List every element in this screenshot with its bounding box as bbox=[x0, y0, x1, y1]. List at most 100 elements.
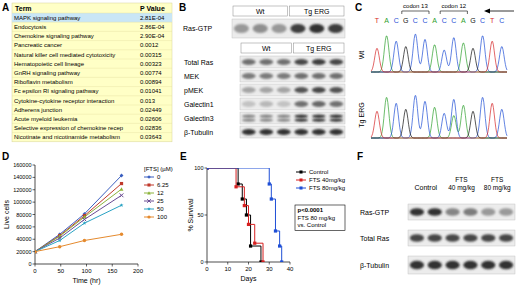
legend-marker bbox=[299, 178, 302, 181]
marker bbox=[207, 168, 209, 170]
codon-bracket bbox=[440, 11, 467, 14]
blot-f-band bbox=[499, 234, 513, 242]
blot-b-band bbox=[312, 73, 326, 79]
group-box bbox=[294, 43, 345, 53]
y-tick bbox=[33, 264, 36, 265]
legend-marker bbox=[147, 183, 150, 186]
x-tick-label: 20 bbox=[245, 266, 252, 272]
blot-label: MEK bbox=[184, 73, 200, 80]
table-cell: GnRH signaling pathway bbox=[14, 70, 80, 76]
blot-b-strip bbox=[240, 84, 345, 96]
marker bbox=[268, 182, 271, 185]
legend-label: 12 bbox=[157, 190, 164, 196]
annotation: vs. Control bbox=[298, 222, 327, 228]
base: C bbox=[451, 17, 456, 24]
y-tick-label: 20000 bbox=[16, 249, 31, 255]
row-line bbox=[12, 95, 172, 96]
legend-label: Control bbox=[309, 169, 328, 175]
base: A bbox=[432, 17, 437, 24]
marker bbox=[120, 174, 124, 178]
x-tick-label: 100 bbox=[81, 268, 92, 274]
blot-b-band bbox=[277, 87, 291, 93]
series-line bbox=[207, 168, 263, 262]
base: A bbox=[384, 17, 389, 24]
group-label: FTS40 mg/kg bbox=[448, 176, 475, 192]
table-cell: Pancreatic cancer bbox=[14, 42, 62, 48]
blot-b-band bbox=[329, 59, 343, 65]
table-cell: 0.02449 bbox=[140, 107, 162, 113]
blot-f-band bbox=[445, 261, 459, 270]
table-cell: 0.0012 bbox=[140, 42, 159, 48]
row-line bbox=[12, 114, 172, 115]
row-line bbox=[12, 68, 172, 69]
blot-f-band bbox=[445, 208, 459, 216]
blot-b-band bbox=[242, 59, 256, 65]
row-line bbox=[12, 105, 172, 106]
row-line bbox=[12, 86, 172, 87]
trace bbox=[371, 47, 507, 72]
ras-gtp-band bbox=[253, 24, 268, 33]
blot-label: Galectin1 bbox=[184, 101, 214, 108]
table-cell: 0.00894 bbox=[140, 79, 162, 85]
panel-label: D bbox=[2, 151, 9, 162]
group-label: Tg ERG bbox=[304, 8, 329, 16]
series-line bbox=[35, 234, 122, 251]
y-tick bbox=[33, 177, 36, 178]
codon-bracket bbox=[402, 11, 429, 14]
marker bbox=[253, 242, 256, 245]
panel-label: A bbox=[2, 2, 9, 13]
legend-marker bbox=[147, 207, 151, 211]
codon-label: codon 13 bbox=[403, 3, 428, 9]
sample-label: Wt bbox=[358, 51, 365, 60]
arrow-head bbox=[484, 9, 490, 14]
marker bbox=[280, 260, 283, 262]
blot-f-band bbox=[481, 208, 495, 216]
blot-b-band bbox=[277, 118, 290, 121]
blot-b-band bbox=[312, 118, 325, 121]
ras-gtp-strip bbox=[232, 19, 345, 38]
y-tick bbox=[33, 189, 36, 190]
marker bbox=[83, 218, 87, 222]
blot-b-band bbox=[242, 118, 255, 121]
base: T bbox=[490, 17, 495, 24]
blot-f-band bbox=[463, 208, 477, 216]
marker bbox=[245, 213, 248, 216]
blot-f-band bbox=[410, 261, 424, 270]
ras-gtp-band bbox=[328, 24, 343, 33]
blot-f-band bbox=[499, 261, 513, 270]
ras-gtp-band bbox=[234, 24, 249, 33]
blot-label: pMEK bbox=[184, 87, 203, 95]
x-tick bbox=[207, 262, 208, 265]
codon-label: codon 12 bbox=[441, 3, 466, 9]
marker bbox=[35, 250, 37, 254]
blot-b-band bbox=[277, 101, 291, 107]
annotation: FTS 80 mg/kg bbox=[298, 215, 336, 221]
table-cell: Natural killer cell mediated cytotoxicit… bbox=[14, 52, 115, 58]
blot-b-band bbox=[259, 87, 273, 93]
y-tick-label: 160000 bbox=[13, 162, 31, 168]
table-cell: Endocytosis bbox=[14, 24, 46, 30]
row-line bbox=[12, 123, 172, 124]
blot-label: Ras-GTP bbox=[360, 209, 390, 216]
table-cell: 0.02836 bbox=[140, 125, 162, 131]
y-tick-label: 80000 bbox=[16, 212, 31, 218]
y-tick-label: 50 bbox=[197, 212, 203, 218]
blot-b-band bbox=[242, 73, 256, 79]
legend-marker bbox=[299, 186, 302, 189]
blot-b-band bbox=[312, 115, 325, 118]
row-line bbox=[12, 40, 172, 41]
y-tick bbox=[33, 165, 36, 166]
row-line bbox=[12, 49, 172, 50]
group-box bbox=[241, 43, 292, 53]
trace bbox=[371, 42, 507, 73]
x-axis-title: Days bbox=[241, 275, 257, 283]
blot-b-band bbox=[330, 118, 343, 121]
x-tick-label: 40 bbox=[287, 266, 294, 272]
blot-f-band bbox=[463, 234, 477, 242]
trace bbox=[371, 98, 507, 138]
table-cell: Riboflavin metabolism bbox=[14, 79, 73, 85]
row-highlight bbox=[12, 13, 172, 22]
blot-f-band bbox=[499, 208, 513, 216]
marker bbox=[207, 168, 209, 170]
table-cell: 2.86E-04 bbox=[140, 24, 165, 30]
